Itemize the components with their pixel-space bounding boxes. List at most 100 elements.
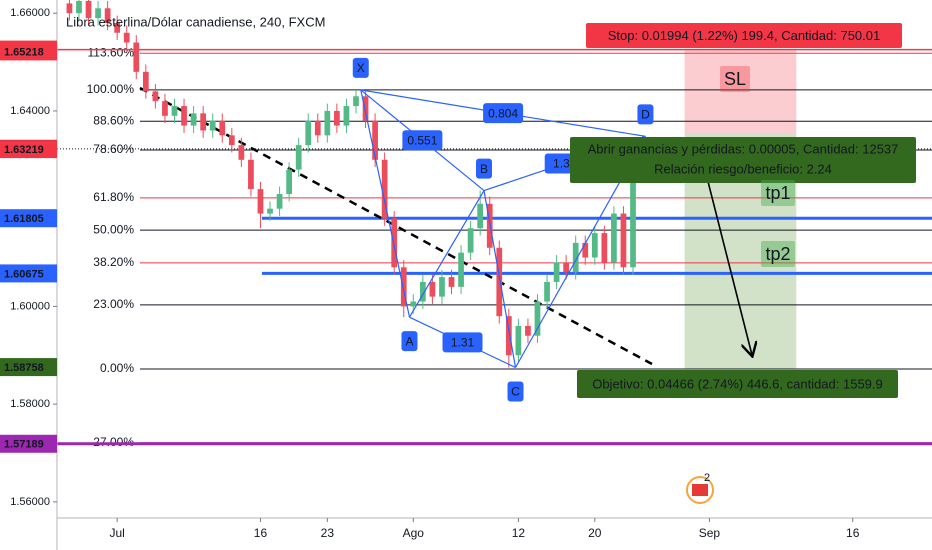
candle-body [448,277,455,287]
fib-label: 100.00% [87,82,135,96]
ratio-box [483,103,524,124]
candle-body [286,169,292,195]
x-tick-label: 16 [254,526,268,540]
x-tick-label: Sep [699,526,721,540]
pattern-point-box [352,57,369,78]
price-tag [0,42,57,61]
candle-body [505,316,512,356]
candle-body [171,106,178,116]
price-tag [0,209,57,228]
x-tick-label: 12 [512,526,526,540]
pattern-point-label: B [480,162,488,176]
candle-body [133,42,140,72]
arrow [699,149,752,355]
price-tag-label: 1.57189 [4,439,44,451]
target-label: Objetivo: 0.04466 (2.74%) 446.6, cantida… [592,376,883,391]
candle-body [582,242,589,258]
y-tick-label: 1.60000 [10,300,50,312]
candle-body [66,3,73,14]
fib-label: 23.00% [93,297,134,311]
x-tick-label: 20 [588,526,602,540]
candle-body [142,71,149,92]
pattern-point-label: D [641,108,650,122]
stop-zone [684,50,797,133]
pattern-point-box [507,381,524,402]
candle-body [267,208,273,214]
ratio-label: 0.551 [407,133,437,147]
fib-label: 113.60% [88,45,135,59]
candle-body [248,159,254,190]
candle-body [276,194,283,209]
candle-body [544,281,550,302]
candle-body [534,301,541,336]
price-tag-label: 1.63219 [4,144,44,156]
candle-body [209,120,216,131]
pnl-label: Abrir ganancias y pérdidas: 0.00005, Can… [588,141,899,156]
candle-body [477,203,484,229]
candle-body [630,174,636,268]
x-tick-label: 23 [321,526,335,540]
candle-body [591,233,598,258]
candle-body [305,120,312,146]
candle-body [410,301,417,307]
candle-body [334,110,340,126]
stop-label-box [586,23,902,48]
candle-body [181,106,187,126]
candle-body [467,228,474,253]
tp1-label-box [761,180,795,206]
candle-body [400,267,407,307]
candle-body [123,32,130,43]
fib-label: -27.00% [89,435,134,449]
candle-body [362,96,369,121]
candle-body [391,218,398,268]
tp2-label-box [761,241,795,267]
candle-body [228,135,235,146]
ratio-label: 1.31 [451,335,475,349]
plot-area: 113.60% 100.00% 88.60% 78.60% 61.80% 50.00% 38… [57,0,932,449]
ratio-box [442,332,483,353]
fib-label: 0.00% [100,361,134,375]
chart-title: Libra esterlina/Dólar canadiense, 240, F… [66,14,325,29]
candle-body [104,8,111,23]
fib-label: 88.60% [93,113,134,127]
rr-label: Relación riesgo/beneficio: 2.24 [654,161,832,176]
candle-body [238,145,245,160]
tp2-label: tp2 [765,244,790,264]
candle-body [324,110,331,136]
y-tick-label: 1.56000 [10,496,50,508]
fib-label: 38.20% [93,255,134,269]
candle-body [190,113,197,126]
candle-body [152,91,159,102]
candle-body [257,189,264,214]
badge-flag [692,484,708,496]
pattern-point-box [475,158,492,179]
candle-body [611,213,617,263]
tp1-label: tp1 [765,183,790,203]
candle-body [381,159,388,219]
pnl-box [570,137,916,183]
pattern-point-label: C [511,385,520,399]
fib-label: 78.60% [93,142,134,156]
candle-body [496,247,503,317]
candle-body [439,277,445,297]
price-tag [0,264,57,283]
candle-body [572,242,579,273]
candle-body [553,262,560,282]
sl-label: SL [724,69,746,89]
ratio-label: 0.804 [488,106,518,120]
candle-body [525,325,531,336]
candle-body [295,145,302,170]
sl-label-box [720,66,750,92]
fib-label: 61.80% [93,190,134,204]
candle-body [343,106,350,126]
candle-body [601,233,608,263]
candle-body [372,120,378,160]
candle-body [95,8,101,19]
candle-body [85,0,92,19]
y-tick-label: 1.66000 [10,7,50,19]
x-tick-label: Jul [110,526,125,540]
target-label-box [577,370,898,398]
candle-body [419,281,426,302]
pattern-line [483,190,517,368]
